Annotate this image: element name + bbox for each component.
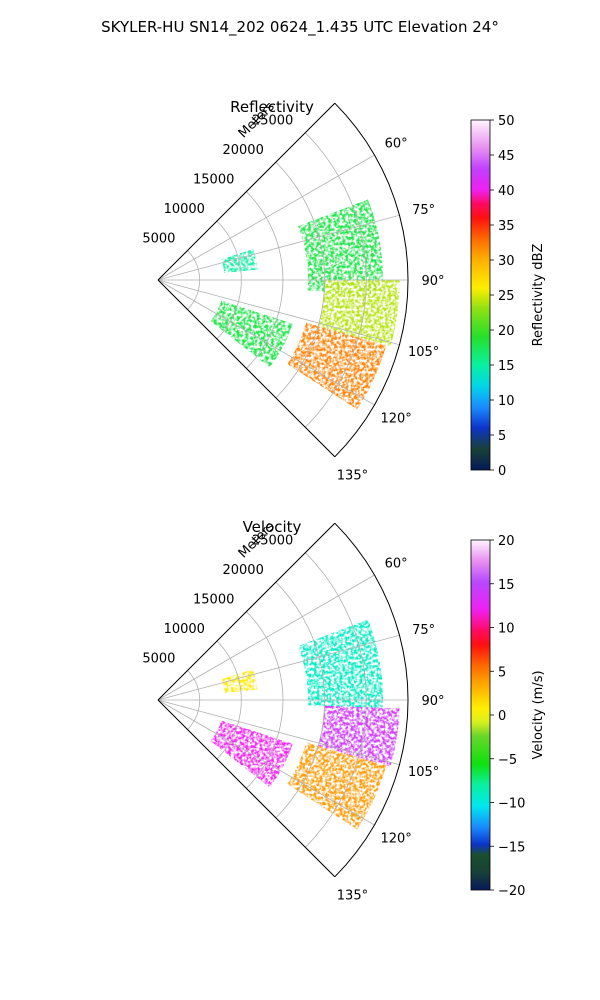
colorbar-tick-label: 20 [498,534,515,549]
colorbar-tick-label: −5 [498,753,517,768]
range-tick-label: 10000 [164,622,205,637]
colorbar-tick-label: −15 [498,840,525,855]
range-tick-label: 25000 [252,534,293,549]
azimuth-spoke [157,699,400,766]
azimuth-tick-label: 135° [337,468,368,483]
azimuth-tick-label: 75° [412,623,435,638]
sector-arc [334,102,409,458]
range-tick-label: 5000 [142,232,175,247]
range-tick-label: 25000 [252,114,293,129]
azimuth-spoke [157,214,400,281]
figure-title: SKYLER-HU SN14_202 0624_1.435 UTC Elevat… [101,18,499,37]
azimuth-tick-label: 90° [421,274,444,289]
azimuth-spoke [157,154,375,281]
colorbar-label: Reflectivity dBZ [531,244,546,347]
echo-layer [210,199,400,410]
range-tick-label: 15000 [193,593,234,608]
azimuth-tick-label: 60° [385,557,408,572]
colorbar-tick-label: 45 [498,149,515,164]
sector-edge [157,102,336,281]
echo-region [298,619,383,708]
echo-region [298,199,383,296]
colorbar-tick-label: 35 [498,219,515,234]
colorbar-tick-label: 50 [498,114,515,129]
range-tick-label: 5000 [142,652,175,667]
azimuth-tick-label: 90° [421,694,444,709]
sector-edge [157,279,336,458]
colorbar-tick-label: 15 [498,578,515,593]
azimuth-tick-label: 105° [408,765,439,780]
colorbar-tick-label: 15 [498,359,515,374]
echo-region [318,705,400,767]
colorbar [470,119,491,471]
range-tick-label: 20000 [222,143,263,158]
range-tick-label: 20000 [222,563,263,578]
velocity-panel: Velocity500010000150002000025000Meters60… [142,518,546,903]
azimuth-spoke [157,574,375,701]
azimuth-tick-label: 60° [385,137,408,152]
azimuth-spoke [157,634,400,701]
azimuth-tick-label: 105° [408,345,439,360]
colorbar [470,539,491,891]
colorbar-tick-label: 5 [498,429,506,444]
colorbar-tick-label: 25 [498,289,515,304]
azimuth-tick-label: 75° [412,203,435,218]
azimuth-spoke [157,699,375,826]
echo-region [318,280,400,347]
range-tick-label: 10000 [164,202,205,217]
chart-title: Velocity [243,518,302,536]
colorbar-tick-label: 10 [498,622,515,637]
sector-arc [334,522,409,878]
chart-title: Reflectivity [230,98,314,116]
sector-edge [157,522,336,701]
colorbar-tick-label: 0 [498,464,506,479]
colorbar-tick-label: −20 [498,884,525,899]
colorbar-tick-label: 10 [498,394,515,409]
colorbar-tick-label: 5 [498,665,506,680]
sector-edge [157,699,336,878]
colorbar-tick-label: 30 [498,254,515,269]
azimuth-spoke [157,279,375,406]
azimuth-tick-label: 120° [380,832,411,847]
colorbar-tick-label: 40 [498,184,515,199]
colorbar-label: Velocity (m/s) [531,670,546,759]
azimuth-tick-label: 120° [380,412,411,427]
reflectivity-panel: Reflectivity500010000150002000025000Mete… [142,98,546,483]
echo-layer [210,619,400,830]
range-tick-label: 15000 [193,173,234,188]
colorbar-tick-label: 20 [498,324,515,339]
colorbar-tick-label: −10 [498,797,525,812]
azimuth-spoke [157,279,400,346]
colorbar-tick-label: 0 [498,709,506,724]
azimuth-tick-label: 135° [337,888,368,903]
